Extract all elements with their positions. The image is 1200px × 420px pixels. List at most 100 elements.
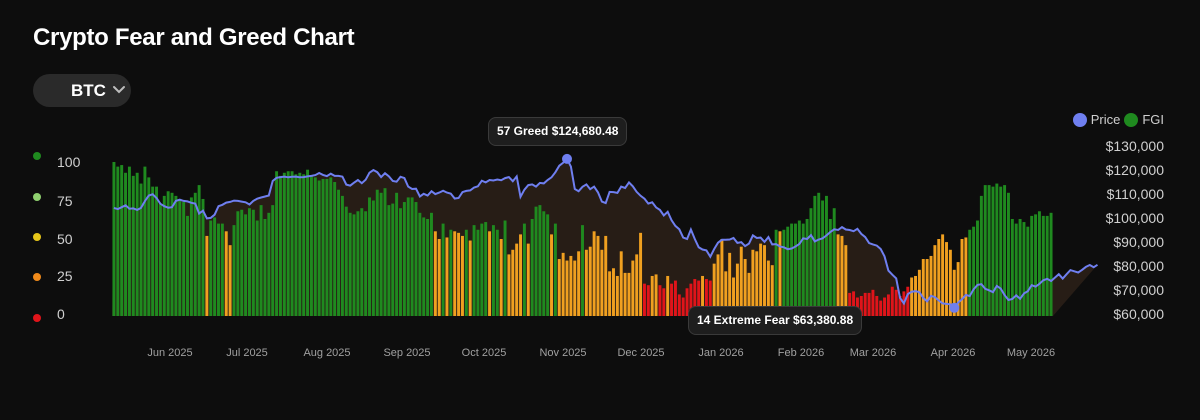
fgi-bar [259, 205, 263, 316]
fgi-bar [170, 192, 174, 316]
fgi-bar [929, 255, 933, 316]
fgi-bar [464, 229, 468, 316]
fgi-bar [248, 208, 251, 316]
fgi-bar [383, 188, 387, 316]
fgi-bar [1018, 218, 1022, 316]
fgi-bar [515, 243, 519, 316]
fgi-bar [627, 272, 631, 316]
fgi-bar [677, 294, 681, 316]
fgi-bar [964, 237, 968, 316]
fgi-bar [790, 223, 794, 316]
fgi-bar [449, 229, 453, 316]
fgi-bar [871, 289, 875, 316]
fgi-bar [581, 225, 584, 316]
price-tick-label: $120,000 [1106, 162, 1165, 178]
fgi-bar [302, 174, 306, 316]
fgi-bar [445, 237, 449, 316]
fgi-bar [422, 217, 426, 316]
fgi-bar [356, 211, 360, 316]
fgi-bar [604, 235, 608, 316]
legend-fgi-label: FGI [1142, 112, 1164, 127]
fgi-tick-label: 50 [57, 231, 73, 247]
fgi-bar [577, 251, 581, 316]
fgi-bar [565, 260, 569, 316]
fgi-bar [763, 245, 766, 316]
fgi-bar [914, 275, 917, 316]
fgi-bar [491, 225, 495, 316]
fgi-bar [507, 254, 511, 316]
fgi-bar [828, 218, 832, 316]
fgi-bar [329, 177, 333, 316]
fgi-bar [542, 211, 546, 316]
price-tick-label: $100,000 [1106, 210, 1165, 226]
fgi-bar [546, 214, 550, 316]
fgi-bar [271, 205, 275, 316]
fgi-bar [151, 186, 155, 316]
fgi-bar [371, 200, 375, 316]
fgi-bar [770, 265, 774, 316]
fgi-bar [658, 285, 662, 316]
fgi-bar [584, 249, 588, 316]
chart-legend: Price FGI [1069, 112, 1164, 127]
fgi-bar [309, 175, 313, 316]
fgi-bar [395, 192, 399, 316]
fgi-bar [116, 166, 120, 316]
fgi-bar [972, 226, 976, 316]
fgi-tick-label: 25 [57, 268, 73, 284]
x-tick-label: Apr 2026 [931, 347, 976, 359]
price-tick-label: $80,000 [1113, 258, 1164, 274]
fgi-bar [240, 209, 244, 316]
fgi-bar [457, 232, 461, 316]
trough-point [949, 302, 960, 313]
fgi-bar [155, 186, 158, 316]
trough-tooltip: 14 Extreme Fear $63,380.88 [688, 306, 863, 335]
fgi-bar [453, 231, 457, 316]
fgi-bar [263, 218, 267, 316]
fgi-bar [186, 215, 189, 316]
fgi-bar [817, 192, 821, 316]
fgi-bar [836, 234, 840, 316]
fgi-bar [197, 185, 201, 316]
fgi-bar [937, 239, 941, 316]
fgi-bar [743, 259, 747, 316]
fgi-bar [530, 218, 534, 316]
fgi-bar [550, 234, 553, 316]
legend-item-price[interactable]: Price [1072, 112, 1120, 127]
fgi-bar [840, 235, 844, 316]
fgi-bar [906, 286, 910, 316]
fgi-bar [987, 185, 991, 316]
price-tick-label: $60,000 [1113, 306, 1164, 322]
fgi-bar [1034, 214, 1038, 316]
fgi-bar [712, 263, 716, 316]
fgi-bar [375, 189, 379, 316]
fgi-tick-label: 75 [57, 193, 73, 209]
fgi-bar [728, 252, 732, 316]
fgi-bar [1014, 223, 1018, 316]
fgi-bar [321, 178, 325, 316]
fgi-bar [596, 235, 600, 316]
fgi-bar [685, 288, 689, 316]
fgi-bar [1010, 218, 1014, 316]
fgi-bar [735, 263, 739, 316]
fgi-bar [875, 295, 879, 316]
fgi-bar [488, 231, 492, 316]
fgi-bar [124, 172, 128, 316]
fgi-bar [364, 211, 368, 316]
fgi-bar [519, 234, 523, 316]
fgi-bar [952, 269, 956, 316]
fgi-bar [600, 249, 604, 316]
legend-item-fgi[interactable]: FGI [1124, 112, 1164, 127]
fgi-bar [976, 220, 979, 316]
fgi-bar [642, 283, 646, 316]
fgi-bar [708, 280, 712, 316]
fgi-scale-dot [33, 273, 41, 281]
fgi-bar [244, 214, 248, 316]
fgi-bar [681, 297, 685, 316]
fgi-bar [162, 195, 166, 316]
fgi-bar [399, 208, 402, 316]
coin-selector[interactable]: BTC [33, 74, 131, 107]
fgi-scale-dot [33, 193, 41, 201]
fgi-bar [189, 197, 193, 316]
fgi-bar [945, 242, 948, 316]
fgi-bar [766, 260, 770, 316]
